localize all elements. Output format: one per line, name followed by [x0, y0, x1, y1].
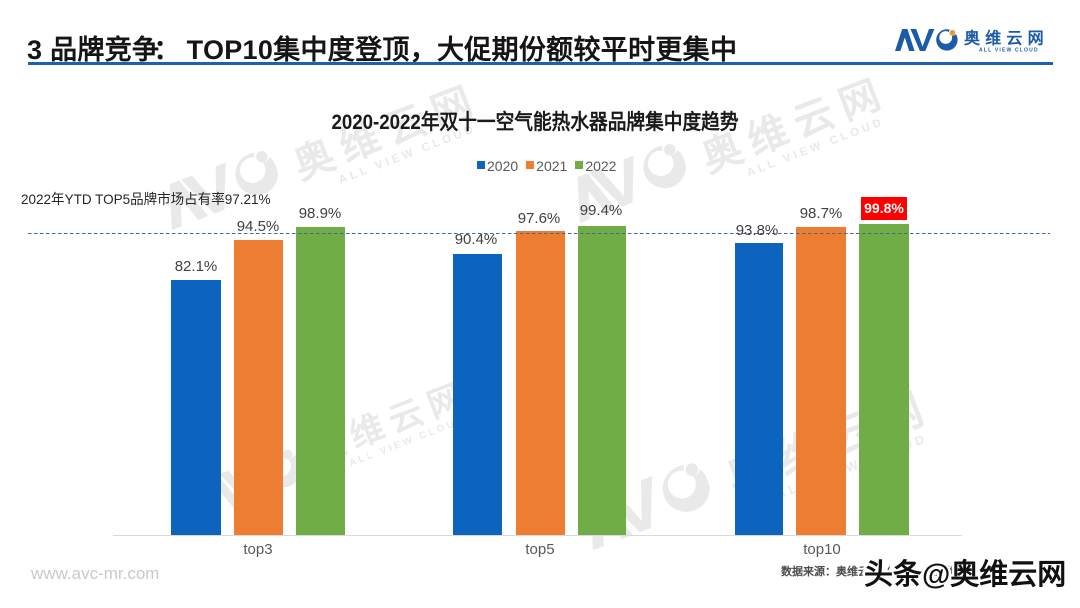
svg-text:ALL VIEW CLOUD: ALL VIEW CLOUD — [979, 48, 1039, 54]
svg-text:奥维云网: 奥维云网 — [964, 29, 1049, 48]
